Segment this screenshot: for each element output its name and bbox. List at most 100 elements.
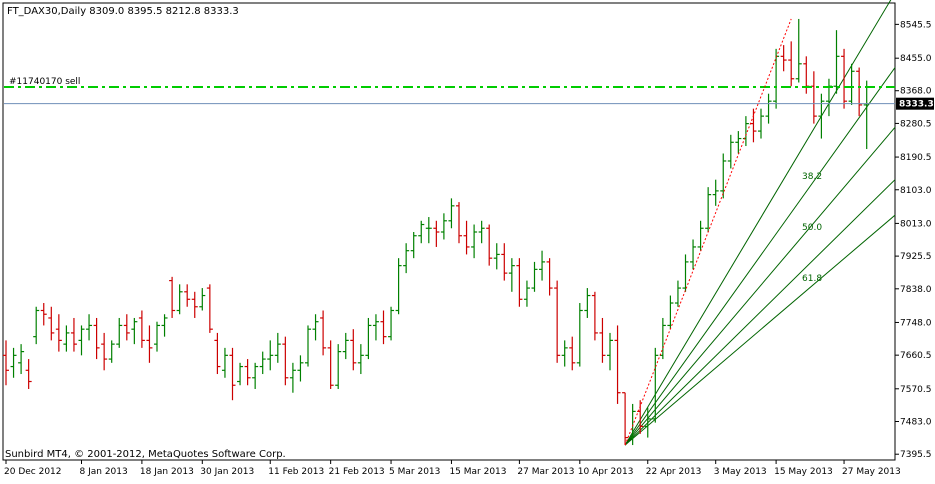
ohlc-bar xyxy=(214,332,221,375)
ohlc-bar xyxy=(184,284,191,307)
x-tick-label: 22 Apr 2013 xyxy=(646,467,702,477)
ohlc-bar xyxy=(237,362,244,386)
ohlc-bar xyxy=(735,131,742,154)
ohlc-bar xyxy=(388,306,395,341)
ohlc-bar xyxy=(644,407,651,438)
ohlc-bar xyxy=(403,243,410,274)
ohlc-bar xyxy=(697,220,704,251)
fibo-label-50: 50.0 xyxy=(802,223,822,233)
fibo-fan xyxy=(624,0,896,446)
ohlc-bar xyxy=(191,291,198,318)
ohlc-bar xyxy=(101,332,108,371)
y-tick-label: 7395.5 xyxy=(900,450,932,460)
ohlc-bar xyxy=(478,220,485,244)
ohlc-bar xyxy=(320,310,327,356)
ohlc-bar xyxy=(395,258,402,315)
fibo-fan-line xyxy=(624,214,896,446)
ohlc-bar xyxy=(131,317,138,345)
ohlc-bar xyxy=(705,187,712,232)
ohlc-bar xyxy=(244,359,251,386)
ohlc-bar xyxy=(380,310,387,345)
chart-footer: Sunbird MT4, © 2001-2012, MetaQuotes Sof… xyxy=(5,449,286,460)
fibo-fan-line xyxy=(624,67,896,446)
ohlc-bar xyxy=(622,392,629,446)
ohlc-bar xyxy=(765,93,772,124)
ohlc-bar xyxy=(176,284,183,315)
ohlc-bar xyxy=(546,258,553,296)
ohlc-bar xyxy=(169,276,176,318)
ohlc-bar xyxy=(539,250,546,281)
ohlc-bar xyxy=(55,314,62,352)
ohlc-bar xyxy=(305,325,311,367)
ohlc-bar xyxy=(229,347,236,401)
x-tick-label: 15 May 2013 xyxy=(774,467,833,477)
x-tick-label: 5 Mar 2013 xyxy=(389,467,440,477)
ohlc-bar xyxy=(25,359,32,389)
ohlc-bar xyxy=(312,314,319,341)
ohlc-bar xyxy=(365,317,372,360)
ohlc-bar xyxy=(818,93,825,139)
fibo-label-38: 38.2 xyxy=(802,172,822,182)
x-tick-label: 21 Feb 2013 xyxy=(329,467,385,477)
y-tick-label: 8190.5 xyxy=(900,153,932,163)
fibo-trend-line xyxy=(624,18,792,446)
x-tick-label: 10 Apr 2013 xyxy=(578,467,634,477)
y-tick-label: 8455.0 xyxy=(900,54,932,64)
y-tick-label: 7925.5 xyxy=(900,252,932,262)
y-tick-label: 8103.0 xyxy=(900,186,932,196)
x-axis: 20 Dec 2012 8 Jan 2013 18 Jan 2013 30 Jan 2… xyxy=(4,460,901,477)
ohlc-bar xyxy=(123,314,130,341)
ohlc-bar xyxy=(350,329,357,371)
ohlc-bar xyxy=(86,314,93,341)
ohlc-bar xyxy=(569,336,576,371)
ohlc-bar xyxy=(554,280,561,363)
ohlc-bar xyxy=(221,347,228,378)
ohlc-bar xyxy=(440,213,447,240)
ohlc-bar xyxy=(614,325,621,404)
y-tick-label: 7570.5 xyxy=(900,385,932,395)
ohlc-bar xyxy=(607,332,613,371)
ohlc-bar xyxy=(259,351,266,375)
x-tick-label: 15 Mar 2013 xyxy=(449,467,506,477)
sell-line-label: #11740170 sell xyxy=(9,77,80,87)
ohlc-bar xyxy=(493,243,500,270)
ohlc-bar xyxy=(63,325,70,352)
ohlc-bar xyxy=(410,232,417,259)
ohlc-bar xyxy=(116,317,123,348)
ohlc-bar xyxy=(682,254,689,292)
x-tick-label: 3 May 2013 xyxy=(714,467,767,477)
ohlc-bar xyxy=(10,347,17,378)
fibo-fan-line xyxy=(624,127,896,446)
ohlc-bar xyxy=(674,280,681,307)
ohlc-bar xyxy=(750,108,757,143)
ohlc-bar xyxy=(342,332,349,360)
ohlc-bar xyxy=(471,224,478,259)
ohlc-bar xyxy=(758,108,764,139)
ohlc-bar xyxy=(33,306,40,345)
ohlc-bar xyxy=(252,362,259,389)
ohlc-bar xyxy=(591,291,598,341)
ohlc-bar xyxy=(18,344,25,375)
y-tick-label: 8545.5 xyxy=(900,20,932,30)
x-tick-label: 8 Jan 2013 xyxy=(80,467,128,477)
ohlc-bar xyxy=(418,220,425,244)
y-tick-label: 8368.0 xyxy=(900,87,932,97)
ohlc-bar xyxy=(561,340,568,367)
ohlc-bar xyxy=(327,340,334,389)
ohlc-bar xyxy=(154,321,160,352)
ohlc-bar xyxy=(448,198,455,229)
ohlc-bar xyxy=(138,310,145,348)
x-tick-label: 18 Jan 2013 xyxy=(140,467,194,477)
current-price-tag xyxy=(896,97,934,110)
ohlc-bar xyxy=(667,295,674,330)
ohlc-bar xyxy=(108,340,115,363)
ohlc-bar xyxy=(372,314,379,341)
ohlc-bar xyxy=(3,340,9,386)
ohlc-bar xyxy=(40,303,47,326)
ohlc-bar xyxy=(841,48,848,109)
ohlc-bar xyxy=(501,243,508,281)
ohlc-bar xyxy=(652,347,659,423)
ohlc-bar xyxy=(599,317,606,363)
